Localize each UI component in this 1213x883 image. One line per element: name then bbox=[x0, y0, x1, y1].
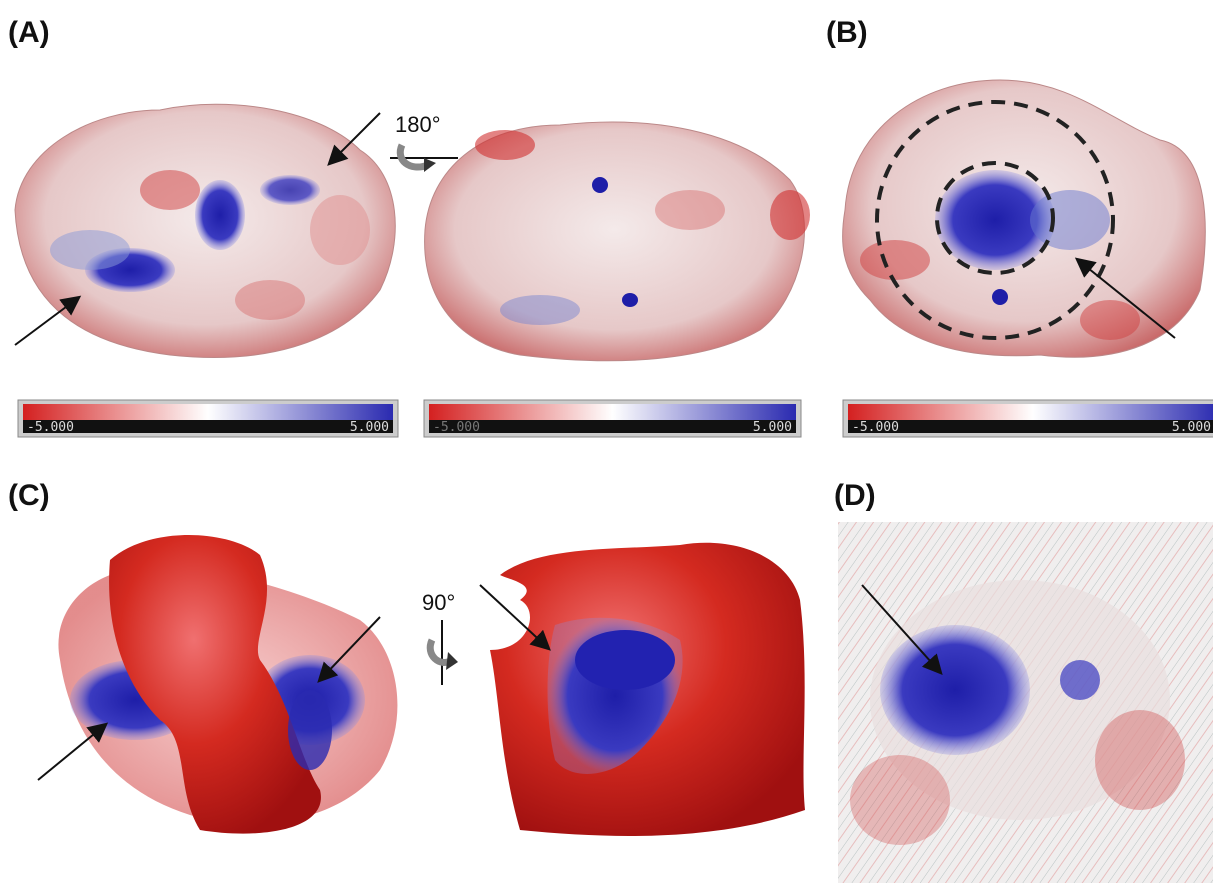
field-lines-surface bbox=[838, 522, 1213, 883]
panel-label: (B) bbox=[826, 16, 868, 49]
colorbar-max: 5.000 bbox=[1172, 420, 1211, 435]
arrow bbox=[38, 725, 105, 780]
protein-surface bbox=[425, 122, 810, 361]
protein-surface bbox=[15, 104, 395, 357]
potential-isosurface bbox=[58, 535, 397, 834]
rotation-label: 90° bbox=[422, 590, 455, 615]
protein-surface bbox=[843, 80, 1206, 357]
panel-label: (C) bbox=[8, 479, 50, 512]
potential-isosurface bbox=[490, 543, 805, 836]
colorbar: -5.000 5.000 bbox=[843, 400, 1213, 437]
panel-label: (D) bbox=[834, 479, 876, 512]
arrow bbox=[15, 298, 78, 345]
figure: (A) (B) (C) (D) 180° -5.000 5.000 -5.000… bbox=[0, 0, 1213, 883]
colorbar-max: 5.000 bbox=[753, 420, 792, 435]
rotation-icon bbox=[390, 145, 458, 172]
rotation-label: 180° bbox=[395, 112, 441, 137]
colorbar-max: 5.000 bbox=[350, 420, 389, 435]
rotation-icon bbox=[430, 620, 458, 685]
colorbar-min: -5.000 bbox=[852, 420, 899, 435]
colorbar-min: -5.000 bbox=[433, 420, 480, 435]
colorbar: -5.000 5.000 bbox=[18, 400, 398, 437]
panel-label: (A) bbox=[8, 16, 50, 49]
colorbar: -5.000 5.000 bbox=[424, 400, 801, 437]
colorbar-min: -5.000 bbox=[27, 420, 74, 435]
